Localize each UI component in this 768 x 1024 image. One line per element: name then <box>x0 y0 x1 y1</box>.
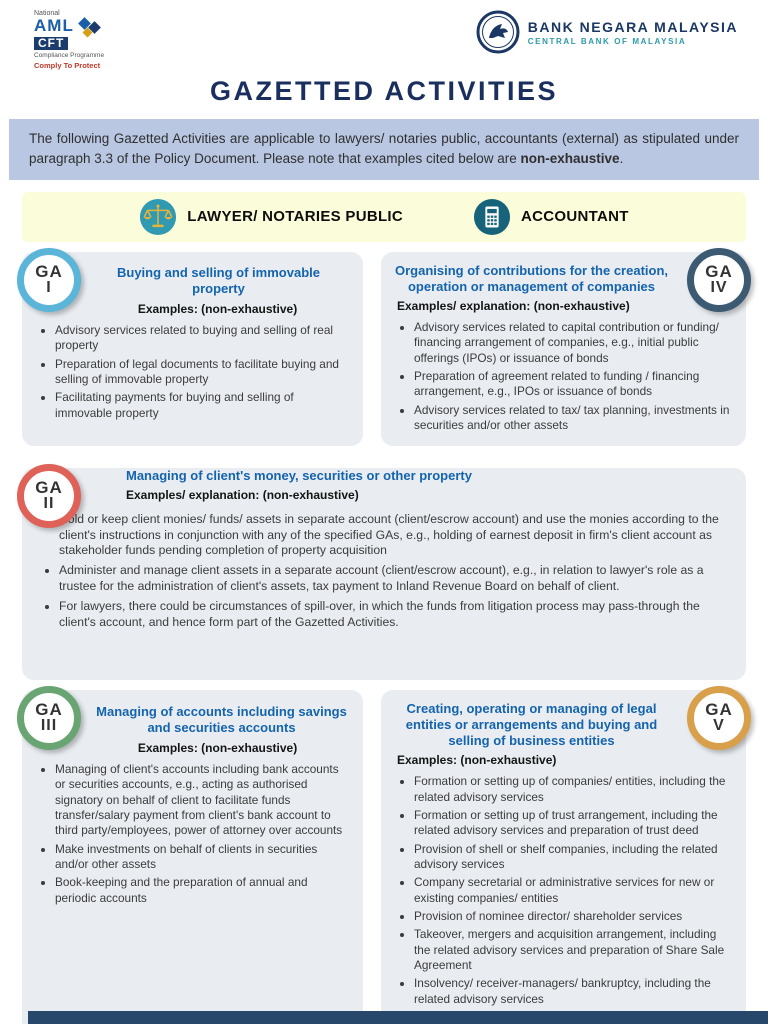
audience-accountant: ACCOUNTANT <box>473 198 629 236</box>
ga4-bullet-list: Advisory services related to capital con… <box>397 320 734 433</box>
bullet-item: Advisory services related to capital con… <box>414 320 734 366</box>
bnm-logo: BANK NEGARA MALAYSIA CENTRAL BANK OF MAL… <box>476 10 738 54</box>
bullet-item: Advisory services related to tax/ tax pl… <box>414 403 734 434</box>
footer-bar <box>28 1011 768 1024</box>
bullet-item: Takeover, mergers and acquisition arrang… <box>414 927 734 973</box>
bnm-emblem-icon <box>476 10 520 54</box>
ga1-badge-numeral: I <box>46 278 52 296</box>
header: National AML CFT Compliance Programme Co… <box>0 0 768 69</box>
ga2-examples-label: Examples/ explanation: (non-exhaustive) <box>126 487 359 502</box>
ga1-bullet-list: Advisory services related to buying and … <box>38 323 351 421</box>
aml-tagline: Comply To Protect <box>34 60 101 70</box>
calculator-icon <box>473 198 511 236</box>
bullet-item: Administer and manage client assets in a… <box>59 563 730 595</box>
ga2-badge-numeral: II <box>43 494 55 512</box>
ga3-bullet-list: Managing of client's accounts including … <box>38 762 351 906</box>
ga1-title: Buying and selling of immovable property <box>117 264 320 296</box>
intro-text: The following Gazetted Activities are ap… <box>29 131 739 167</box>
ga4-badge: GA IV <box>687 247 751 312</box>
bullet-item: For lawyers, there could be circumstance… <box>59 599 730 631</box>
aml-national-label: National <box>34 10 60 17</box>
ga2-badge: GA II <box>17 463 81 528</box>
ga2-title: Managing of client's money, securities o… <box>126 467 472 483</box>
bullet-item: Formation or setting up of companies/ en… <box>414 774 734 805</box>
bullet-item: Managing of client's accounts including … <box>55 762 351 839</box>
bullet-item: Formation or setting up of trust arrange… <box>414 808 734 839</box>
ga4-badge-numeral: IV <box>710 278 728 296</box>
bullet-item: Preparation of legal documents to facili… <box>55 357 351 388</box>
scales-icon <box>139 198 177 236</box>
ga5-badge: GA V <box>687 685 751 750</box>
ga2-badge-text: GA <box>35 477 63 497</box>
ga1-badge-text: GA <box>35 261 63 281</box>
ga3-examples-label: Examples: (non-exhaustive) <box>137 741 298 755</box>
cft-label: CFT <box>34 37 69 50</box>
ga4-examples-label: Examples/ explanation: (non-exhaustive) <box>397 299 630 313</box>
row-3: GA III Managing of accounts including sa… <box>17 685 751 1024</box>
bullet-item: Make investments on behalf of clients in… <box>55 842 351 873</box>
bnm-subtitle: CENTRAL BANK OF MALAYSIA <box>527 36 687 46</box>
aml-cft-logo: National AML CFT Compliance Programme Co… <box>34 10 104 70</box>
ga1-examples-label: Examples: (non-exhaustive) <box>137 302 298 316</box>
card-ga2: GA II Managing of client's money, securi… <box>17 463 746 680</box>
ga3-badge-numeral: III <box>40 716 58 734</box>
ga5-badge-text: GA <box>705 699 733 719</box>
aml-programme-label: Compliance Programme <box>34 51 105 59</box>
ga3-badge-text: GA <box>35 699 63 719</box>
intro-paragraph: The following Gazetted Activities are ap… <box>9 119 759 180</box>
bullet-item: Company secretarial or administrative se… <box>414 875 734 906</box>
bullet-item: Insolvency/ receiver-managers/ bankruptc… <box>414 976 734 1007</box>
ga5-title: Creating, operating or managing of legal… <box>405 700 658 749</box>
ga2-bullet-list: Hold or keep client monies/ funds/ asset… <box>42 512 730 631</box>
aml-label: AML <box>34 16 74 36</box>
intro-text-end: . <box>619 151 624 167</box>
bullet-item: Provision of shell or shelf companies, i… <box>414 842 734 873</box>
bullet-item: Provision of nominee director/ sharehold… <box>414 909 734 924</box>
bullet-item: Hold or keep client monies/ funds/ asset… <box>59 512 730 560</box>
card-ga4: GA IV Organising of contributions for th… <box>381 247 751 446</box>
row-2: GA II Managing of client's money, securi… <box>17 463 746 680</box>
row-1: GA I Buying and selling of immovable pro… <box>17 247 751 446</box>
ga4-badge-text: GA <box>705 261 733 281</box>
accountant-label: ACCOUNTANT <box>521 208 629 225</box>
bullet-item: Advisory services related to buying and … <box>55 323 351 354</box>
ga3-badge: GA III <box>17 685 81 750</box>
ga5-badge-numeral: V <box>713 716 725 734</box>
aml-diamond-icon <box>77 17 102 41</box>
ga1-badge: GA I <box>17 247 81 312</box>
card-ga5: GA V Creating, operating or managing of … <box>381 685 751 1024</box>
intro-bold-text: non-exhaustive <box>520 151 620 167</box>
ga3-title: Managing of accounts including savings a… <box>96 703 347 735</box>
audience-banner: LAWYER/ NOTARIES PUBLIC ACCOUNTANT <box>22 191 746 242</box>
card-ga1: GA I Buying and selling of immovable pro… <box>17 247 363 446</box>
ga5-bullet-list: Formation or setting up of companies/ en… <box>397 774 734 1007</box>
bullet-item: Preparation of agreement related to fund… <box>414 369 734 400</box>
bnm-name: BANK NEGARA MALAYSIA <box>527 18 738 35</box>
bullet-item: Facilitating payments for buying and sel… <box>55 390 351 421</box>
ga4-title: Organising of contributions for the crea… <box>395 262 669 294</box>
ga5-examples-label: Examples: (non-exhaustive) <box>397 753 557 768</box>
page-title: GAZETTED ACTIVITIES <box>209 76 558 106</box>
card-ga3: GA III Managing of accounts including sa… <box>17 685 363 1024</box>
bullet-item: Book-keeping and the preparation of annu… <box>55 875 351 906</box>
audience-lawyer: LAWYER/ NOTARIES PUBLIC <box>139 198 403 236</box>
lawyer-label: LAWYER/ NOTARIES PUBLIC <box>187 208 404 225</box>
